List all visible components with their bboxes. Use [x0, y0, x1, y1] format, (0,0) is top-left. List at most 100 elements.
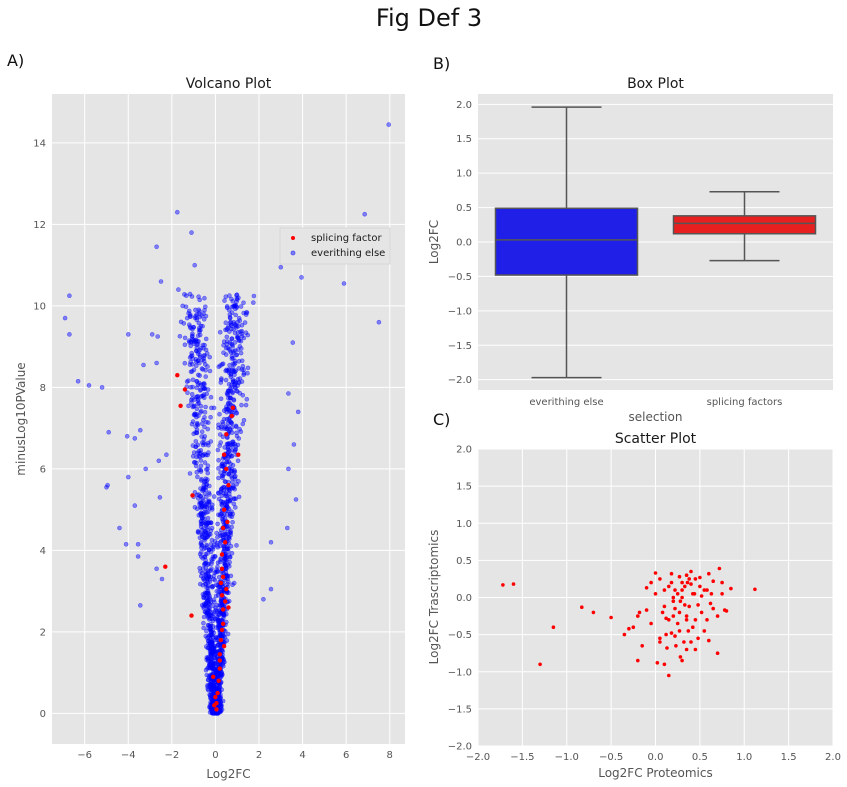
- volcano-point-everithing-else: [211, 630, 217, 636]
- volcano-point-everithing-else: [227, 452, 233, 458]
- panel-label-a: A): [7, 51, 24, 70]
- scatter-point: [698, 584, 702, 589]
- scatter-point: [680, 580, 684, 585]
- volcano-xtick-label: 4: [299, 750, 305, 761]
- volcano-point-everithing-else: [210, 618, 216, 624]
- volcano-point-everithing-else: [231, 362, 237, 367]
- volcano-point-splicing-factor: [219, 593, 225, 598]
- volcano-point-everithing-else: [217, 624, 222, 630]
- volcano-point-everithing-else: [184, 379, 190, 384]
- volcano-point-everithing-else: [198, 467, 204, 473]
- volcano-point-everithing-else: [195, 382, 201, 387]
- volcano-point-everithing-else: [224, 575, 229, 581]
- volcano-point-everithing-else: [62, 315, 68, 321]
- scatter-point: [708, 601, 713, 606]
- volcano-point-everithing-else: [149, 332, 155, 337]
- volcano-point-everithing-else: [226, 524, 231, 529]
- volcano-point-everithing-else: [199, 549, 204, 555]
- volcano-point-everithing-else: [228, 395, 233, 401]
- volcano-point-everithing-else: [231, 350, 236, 355]
- volcano-point-everithing-else: [200, 566, 206, 571]
- volcano-point-everithing-else: [203, 362, 208, 367]
- volcano-point-everithing-else: [214, 582, 219, 588]
- volcano-point-everithing-else: [193, 444, 198, 450]
- volcano-point-everithing-else: [202, 478, 208, 484]
- volcano-point-everithing-else: [213, 607, 218, 613]
- volcano-point-everithing-else: [202, 342, 207, 348]
- volcano-point-everithing-else: [223, 557, 228, 563]
- volcano-point-everithing-else: [220, 656, 226, 661]
- volcano-point-splicing-factor: [221, 507, 227, 512]
- volcano-point-everithing-else: [201, 575, 206, 581]
- volcano-point-splicing-factor: [178, 403, 183, 408]
- box-ytick-label: 1.5: [456, 134, 472, 145]
- volcano-point-everithing-else: [198, 463, 204, 469]
- volcano-point-everithing-else: [217, 443, 222, 448]
- volcano-plot: −6 −4 −2 0 2 4 6 8 0 2 4 6 8 10 12 14 Volcano Plot Log2…: [14, 76, 405, 781]
- volcano-point-everithing-else: [228, 532, 233, 538]
- volcano-point-splicing-factor: [220, 525, 226, 531]
- volcano-point-everithing-else: [230, 439, 236, 445]
- volcano-point-splicing-factor: [217, 652, 222, 657]
- scatter-point: [693, 577, 698, 581]
- volcano-point-everithing-else: [236, 358, 242, 364]
- box-body: [672, 215, 817, 235]
- volcano-point-splicing-factor: [229, 413, 234, 419]
- scatter-ylabel: Log2FC Trascriptomics: [427, 530, 441, 665]
- scatter-point: [591, 610, 596, 615]
- volcano-point-everithing-else: [207, 710, 213, 715]
- volcano-point-everithing-else: [230, 479, 235, 485]
- volcano-point-everithing-else: [210, 502, 215, 508]
- volcano-point-everithing-else: [225, 631, 231, 637]
- volcano-point-everithing-else: [212, 538, 218, 544]
- volcano-point-everithing-else: [175, 209, 180, 215]
- volcano-point-splicing-factor: [230, 405, 236, 410]
- scatter-point: [702, 629, 707, 633]
- scatter-point: [669, 631, 674, 635]
- scatter-point: [644, 586, 649, 590]
- volcano-point-everithing-else: [143, 466, 148, 472]
- scatter-point: [691, 625, 695, 629]
- scatter-point: [693, 618, 698, 622]
- volcano-point-everithing-else: [231, 303, 236, 309]
- volcano-point-everithing-else: [293, 497, 299, 502]
- volcano-point-everithing-else: [203, 667, 209, 673]
- volcano-point-everithing-else: [239, 402, 244, 408]
- volcano-point-everithing-else: [194, 378, 200, 384]
- scatter-point: [649, 580, 653, 585]
- scatter-point: [673, 634, 677, 638]
- volcano-point-everithing-else: [228, 497, 233, 503]
- scatter-point: [660, 610, 665, 615]
- volcano-point-everithing-else: [232, 372, 237, 378]
- volcano-point-everithing-else: [243, 330, 249, 336]
- volcano-point-splicing-factor: [224, 586, 229, 592]
- volcano-point-everithing-else: [235, 347, 241, 352]
- volcano-point-everithing-else: [231, 496, 237, 502]
- scatter-point: [698, 575, 702, 580]
- volcano-point-everithing-else: [199, 313, 204, 318]
- box-ytick-label: −1.5: [448, 341, 472, 352]
- scatter-point: [691, 592, 695, 596]
- volcano-point-everithing-else: [216, 364, 222, 370]
- scatter-point: [677, 629, 682, 633]
- volcano-point-everithing-else: [238, 304, 244, 309]
- volcano-point-everithing-else: [231, 485, 237, 491]
- volcano-point-everithing-else: [209, 584, 215, 589]
- volcano-point-everithing-else: [229, 336, 235, 342]
- volcano-point-everithing-else: [226, 590, 231, 596]
- volcano-point-everithing-else: [233, 423, 239, 429]
- volcano-point-everithing-else: [201, 620, 206, 626]
- scatter-xtick-label: −2.0: [466, 752, 490, 763]
- figure-title: Fig Def 3: [376, 4, 482, 32]
- volcano-point-everithing-else: [202, 415, 207, 420]
- volcano-point-everithing-else: [241, 300, 246, 306]
- scatter-title: Scatter Plot: [615, 431, 697, 447]
- volcano-point-everithing-else: [204, 610, 210, 616]
- scatter-point: [702, 588, 707, 592]
- scatter-point: [653, 571, 658, 575]
- volcano-point-everithing-else: [203, 404, 208, 410]
- volcano-point-everithing-else: [216, 491, 221, 496]
- volcano-point-everithing-else: [207, 354, 212, 360]
- volcano-point-everithing-else: [219, 707, 225, 712]
- volcano-point-everithing-else: [207, 483, 212, 489]
